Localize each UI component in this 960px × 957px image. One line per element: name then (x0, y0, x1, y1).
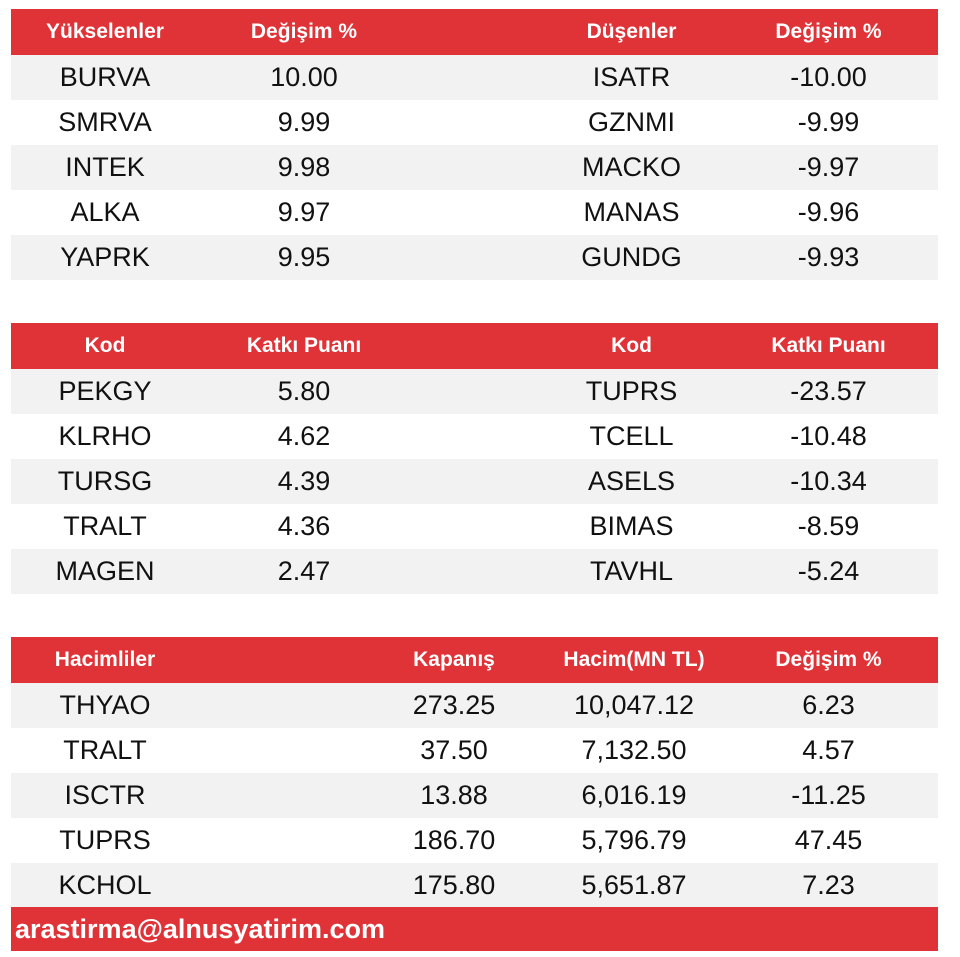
contact-email-link[interactable]: arastirma@alnusyatirim.com (15, 914, 385, 944)
cell-value: -9.99 (797, 107, 860, 137)
cell-change: 4.57 (802, 735, 855, 765)
cell-close: 13.88 (420, 780, 488, 810)
table-row: TRALT 4.36 BIMAS -8.59 (11, 504, 938, 549)
cell-value: -5.24 (797, 556, 860, 586)
table-row: BURVA 10.00 ISATR -10.00 (11, 55, 938, 100)
cell-code: THYAO (59, 690, 151, 720)
cell-change: 47.45 (794, 825, 863, 855)
table-header: Kod Katkı Puanı Kod Katkı Puanı (11, 323, 938, 369)
cell-code: PEKGY (58, 376, 152, 406)
table-row: ALKA 9.97 MANAS -9.96 (11, 190, 938, 235)
cell-value: -8.59 (797, 511, 860, 541)
table-row: YAPRK 9.95 GUNDG -9.93 (11, 235, 938, 280)
header-gainers: Yükselenler (46, 20, 164, 43)
cell-value: 9.99 (277, 107, 331, 137)
table-row: TURSG 4.39 ASELS -10.34 (11, 459, 938, 504)
table-row: PEKGY 5.80 TUPRS -23.57 (11, 369, 938, 414)
cell-value: 10.00 (270, 62, 338, 92)
table-row: TRALT 37.50 7,132.50 4.57 (11, 728, 938, 773)
cell-code: ASELS (587, 466, 676, 496)
cell-value: 5.80 (277, 376, 331, 406)
cell-code: TUPRS (585, 376, 678, 406)
cell-code: MACKO (581, 152, 681, 182)
contribution-table: Kod Katkı Puanı Kod Katkı Puanı PEKGY 5.… (11, 323, 938, 594)
gainers-losers-table: Yükselenler Değişim % Düşenler Değişim %… (11, 9, 938, 280)
header-code: Kod (84, 334, 126, 357)
cell-code: ISATR (592, 62, 671, 92)
cell-code: BURVA (59, 62, 151, 92)
table-row: TUPRS 186.70 5,796.79 47.45 (11, 818, 938, 863)
cell-change: 7.23 (802, 870, 855, 900)
cell-volume: 5,796.79 (581, 825, 687, 855)
cell-code: TRALT (63, 511, 147, 541)
cell-close: 186.70 (412, 825, 496, 855)
cell-code: KLRHO (58, 421, 152, 451)
cell-code: YAPRK (60, 242, 150, 272)
header-volume: Hacim(MN TL) (563, 648, 705, 671)
cell-value: -10.34 (790, 466, 867, 496)
table-row: ISCTR 13.88 6,016.19 -11.25 (11, 773, 938, 818)
cell-code: ISCTR (64, 780, 146, 810)
cell-code: ALKA (70, 197, 140, 227)
cell-value: -9.93 (797, 242, 860, 272)
cell-code: TCELL (589, 421, 674, 451)
header-change: Değişim % (250, 20, 358, 43)
table-row: MAGEN 2.47 TAVHL -5.24 (11, 549, 938, 594)
table-row: KCHOL 175.80 5,651.87 7.23 (11, 863, 938, 908)
cell-value: 9.98 (277, 152, 331, 182)
cell-change: -11.25 (791, 780, 866, 810)
cell-value: 4.62 (277, 421, 331, 451)
cell-volume: 5,651.87 (581, 870, 687, 900)
cell-code: MANAS (583, 197, 680, 227)
cell-volume: 7,132.50 (581, 735, 687, 765)
header-change: Değişim % (775, 20, 882, 43)
volume-table: Hacimliler Kapanış Hacim(MN TL) Değişim … (11, 637, 938, 908)
cell-code: TURSG (57, 466, 153, 496)
cell-code: SMRVA (58, 107, 152, 137)
cell-code: INTEK (65, 152, 145, 182)
table-header: Hacimliler Kapanış Hacim(MN TL) Değişim … (11, 637, 938, 683)
cell-code: GUNDG (581, 242, 682, 272)
cell-close: 273.25 (412, 690, 496, 720)
cell-value: -9.97 (797, 152, 860, 182)
cell-value: -10.00 (790, 62, 867, 92)
cell-value: -9.96 (797, 197, 860, 227)
header-code: Kod (611, 334, 652, 357)
cell-close: 175.80 (412, 870, 496, 900)
cell-volume: 10,047.12 (573, 690, 695, 720)
header-losers: Düşenler (586, 20, 677, 43)
cell-value: -10.48 (790, 421, 867, 451)
header-contribution: Katkı Puanı (246, 334, 362, 357)
cell-code: MAGEN (55, 556, 155, 586)
cell-value: 4.39 (277, 466, 331, 496)
table-header: Yükselenler Değişim % Düşenler Değişim % (11, 9, 938, 55)
header-close: Kapanış (413, 648, 495, 671)
cell-value: 2.47 (277, 556, 331, 586)
cell-code: TRALT (63, 735, 147, 765)
table-row: THYAO 273.25 10,047.12 6.23 (11, 683, 938, 728)
cell-close: 37.50 (420, 735, 488, 765)
cell-code: BIMAS (589, 511, 674, 541)
cell-value: 4.36 (277, 511, 331, 541)
cell-code: KCHOL (58, 870, 152, 900)
cell-change: 6.23 (802, 690, 855, 720)
header-change: Değişim % (775, 648, 882, 671)
table-row: SMRVA 9.99 GZNMI -9.99 (11, 100, 938, 145)
table-row: KLRHO 4.62 TCELL -10.48 (11, 414, 938, 459)
cell-code: TAVHL (589, 556, 674, 586)
cell-value: 9.97 (277, 197, 331, 227)
cell-value: 9.95 (277, 242, 331, 272)
header-volume-leaders: Hacimliler (54, 648, 156, 671)
cell-code: TUPRS (59, 825, 151, 855)
table-row: INTEK 9.98 MACKO -9.97 (11, 145, 938, 190)
header-contribution: Katkı Puanı (771, 334, 886, 357)
cell-code: GZNMI (588, 107, 675, 137)
cell-volume: 6,016.19 (581, 780, 687, 810)
footer-bar: arastirma@alnusyatirim.com (11, 907, 938, 951)
cell-value: -23.57 (790, 376, 867, 406)
